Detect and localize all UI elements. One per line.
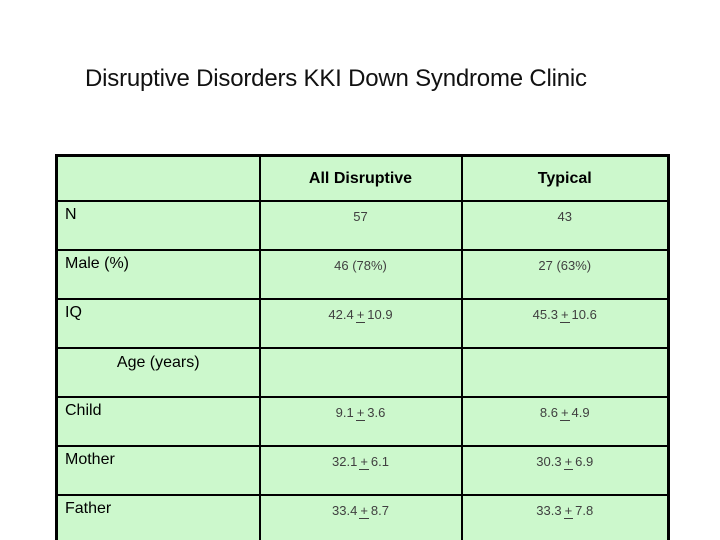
plus-minus-symbol: + [359,454,369,470]
cell-age-all-disruptive-empty [258,347,463,398]
row-label: IQ [55,298,261,349]
cell-n-typical: 43 [460,200,670,251]
table-row-n: N 57 43 [55,200,670,251]
section-label: Age (years) [55,347,261,398]
plus-minus-symbol: + [355,307,366,323]
cell-iq-all-disruptive: 42.4 +10.9 [258,298,463,349]
cell-male-typical: 27 (63%) [460,249,670,300]
cell-age-typical-empty [460,347,670,398]
row-label: Child [55,396,261,447]
statistics-table: All Disruptive Typical N 57 43 Male (%) … [55,154,670,540]
plus-minus-symbol: + [563,503,574,519]
plus-minus-symbol: + [559,307,570,323]
header-all-disruptive: All Disruptive [258,154,463,202]
plus-minus-symbol: + [559,405,570,421]
cell-mother-typical: 30.3 +6.9 [460,445,670,496]
table-row-child: Child 9.1 +3.6 8.6 +4.9 [55,396,670,447]
cell-n-all-disruptive: 57 [258,200,463,251]
cell-child-all-disruptive: 9.1 +3.6 [258,396,463,447]
table-row-age-section: Age (years) [55,347,670,398]
row-label: Male (%) [55,249,261,300]
row-label: Mother [55,445,261,496]
cell-child-typical: 8.6 +4.9 [460,396,670,447]
table-header-row: All Disruptive Typical [55,154,670,202]
header-empty-cell [55,154,261,202]
cell-father-all-disruptive: 33.4 +8.7 [258,494,463,540]
table-row-male: Male (%) 46 (78%) 27 (63%) [55,249,670,300]
cell-male-all-disruptive: 46 (78%) [258,249,463,300]
slide-title: Disruptive Disorders KKI Down Syndrome C… [85,65,587,92]
table-row-mother: Mother 32.1 +6.1 30.3 +6.9 [55,445,670,496]
plus-minus-symbol: + [359,503,369,519]
header-typical: Typical [460,154,670,202]
cell-iq-typical: 45.3 +10.6 [460,298,670,349]
plus-minus-symbol: + [563,454,574,470]
table-row-father: Father 33.4 +8.7 33.3 +7.8 [55,494,670,540]
cell-mother-all-disruptive: 32.1 +6.1 [258,445,463,496]
row-label: Father [55,494,261,540]
table-row-iq: IQ 42.4 +10.9 45.3 +10.6 [55,298,670,349]
cell-father-typical: 33.3 +7.8 [460,494,670,540]
plus-minus-symbol: + [355,405,366,421]
row-label: N [55,200,261,251]
